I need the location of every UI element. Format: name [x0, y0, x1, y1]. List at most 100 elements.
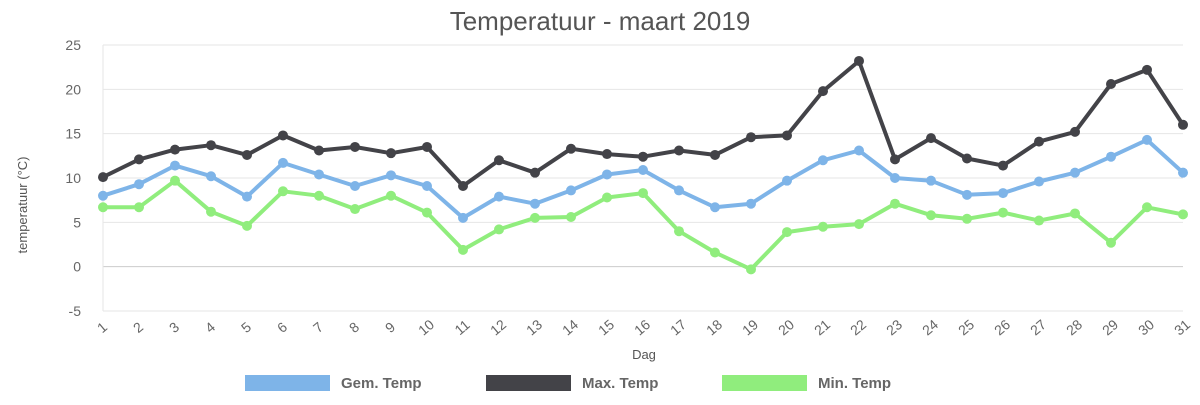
data-point[interactable] — [1142, 64, 1152, 75]
data-point[interactable] — [1178, 167, 1188, 178]
data-point[interactable] — [746, 198, 756, 209]
data-point[interactable] — [638, 165, 648, 176]
data-point[interactable] — [1034, 176, 1044, 187]
data-point[interactable] — [926, 133, 936, 144]
data-point[interactable] — [458, 244, 468, 255]
data-point[interactable] — [926, 175, 936, 186]
data-point[interactable] — [998, 207, 1008, 218]
data-point[interactable] — [386, 170, 396, 181]
data-point[interactable] — [962, 153, 972, 164]
data-point[interactable] — [746, 132, 756, 143]
data-point[interactable] — [206, 140, 216, 151]
data-point[interactable] — [170, 144, 180, 155]
data-point[interactable] — [1070, 208, 1080, 219]
data-point[interactable] — [242, 149, 252, 160]
data-point[interactable] — [278, 157, 288, 168]
x-tick-label: 6 — [274, 318, 290, 335]
data-point[interactable] — [674, 145, 684, 156]
data-point[interactable] — [998, 188, 1008, 199]
data-point[interactable] — [962, 213, 972, 224]
data-point[interactable] — [1106, 237, 1116, 248]
data-point[interactable] — [98, 202, 108, 213]
data-point[interactable] — [1106, 79, 1116, 90]
data-point[interactable] — [530, 167, 540, 178]
data-point[interactable] — [638, 188, 648, 199]
data-point[interactable] — [170, 175, 180, 186]
data-point[interactable] — [782, 130, 792, 141]
data-point[interactable] — [134, 202, 144, 213]
data-point[interactable] — [1034, 136, 1044, 147]
data-point[interactable] — [602, 149, 612, 160]
data-point[interactable] — [818, 86, 828, 97]
data-point[interactable] — [1070, 167, 1080, 178]
data-point[interactable] — [746, 264, 756, 275]
data-point[interactable] — [314, 169, 324, 180]
data-point[interactable] — [134, 179, 144, 190]
data-point[interactable] — [890, 198, 900, 209]
data-point[interactable] — [422, 207, 432, 218]
data-point[interactable] — [494, 224, 504, 235]
data-point[interactable] — [278, 186, 288, 197]
data-point[interactable] — [818, 221, 828, 232]
data-point[interactable] — [602, 169, 612, 180]
data-point[interactable] — [494, 191, 504, 202]
data-point[interactable] — [602, 192, 612, 203]
data-point[interactable] — [782, 227, 792, 238]
data-point[interactable] — [386, 148, 396, 159]
data-point[interactable] — [386, 190, 396, 201]
data-point[interactable] — [1178, 119, 1188, 130]
data-point[interactable] — [890, 173, 900, 183]
data-point[interactable] — [350, 141, 360, 152]
y-tick-label: 0 — [73, 259, 81, 275]
data-point[interactable] — [710, 247, 720, 258]
data-point[interactable] — [170, 160, 180, 171]
legend-item[interactable]: Min. Temp — [722, 375, 891, 392]
data-point[interactable] — [566, 185, 576, 196]
data-point[interactable] — [494, 155, 504, 166]
data-point[interactable] — [818, 155, 828, 166]
y-tick-label: 20 — [65, 81, 81, 97]
data-point[interactable] — [458, 180, 468, 191]
data-point[interactable] — [422, 180, 432, 191]
data-point[interactable] — [350, 180, 360, 191]
data-point[interactable] — [710, 149, 720, 160]
data-point[interactable] — [1178, 209, 1188, 220]
data-point[interactable] — [1142, 134, 1152, 145]
data-point[interactable] — [638, 151, 648, 162]
data-point[interactable] — [98, 172, 108, 183]
data-point[interactable] — [674, 185, 684, 196]
data-point[interactable] — [530, 212, 540, 223]
data-point[interactable] — [926, 210, 936, 221]
data-point[interactable] — [566, 143, 576, 154]
data-point[interactable] — [854, 145, 864, 156]
data-point[interactable] — [674, 226, 684, 237]
data-point[interactable] — [206, 171, 216, 182]
data-point[interactable] — [1034, 215, 1044, 226]
data-point[interactable] — [134, 154, 144, 165]
data-point[interactable] — [890, 154, 900, 165]
data-point[interactable] — [278, 130, 288, 141]
data-point[interactable] — [242, 220, 252, 231]
x-tick-label: 3 — [166, 318, 182, 335]
data-point[interactable] — [962, 189, 972, 200]
data-point[interactable] — [782, 175, 792, 186]
data-point[interactable] — [566, 212, 576, 223]
data-point[interactable] — [998, 160, 1008, 171]
data-point[interactable] — [206, 206, 216, 217]
data-point[interactable] — [854, 55, 864, 66]
data-point[interactable] — [98, 190, 108, 201]
legend-item[interactable]: Gem. Temp — [245, 375, 422, 392]
data-point[interactable] — [314, 145, 324, 156]
data-point[interactable] — [350, 204, 360, 215]
data-point[interactable] — [1106, 151, 1116, 162]
data-point[interactable] — [242, 191, 252, 202]
data-point[interactable] — [710, 202, 720, 213]
data-point[interactable] — [422, 141, 432, 152]
data-point[interactable] — [458, 212, 468, 223]
data-point[interactable] — [1070, 126, 1080, 137]
data-point[interactable] — [854, 219, 864, 230]
data-point[interactable] — [530, 198, 540, 209]
legend-item[interactable]: Max. Temp — [486, 375, 658, 392]
data-point[interactable] — [314, 190, 324, 201]
data-point[interactable] — [1142, 202, 1152, 213]
